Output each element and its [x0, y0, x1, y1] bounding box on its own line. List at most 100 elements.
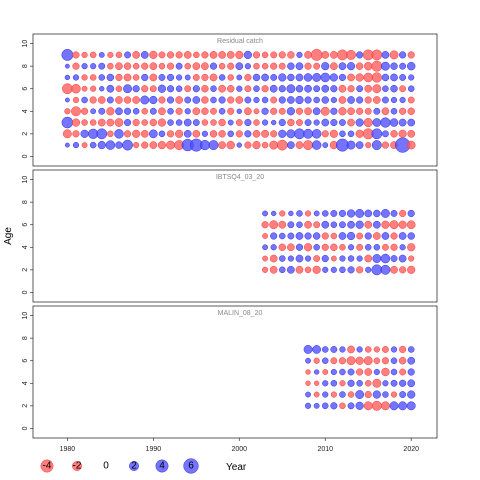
bubble-positive [89, 141, 97, 149]
bubble-positive [210, 85, 217, 92]
bubble-positive [123, 118, 132, 127]
y-tick-label: 6 [22, 359, 29, 363]
y-tick-label: 4 [22, 109, 29, 113]
bubble-negative [304, 62, 312, 70]
bubble-positive [303, 345, 313, 354]
bubble-positive [321, 118, 330, 127]
bubble-negative [295, 141, 304, 149]
bubble-negative [390, 391, 398, 398]
bubble-negative [364, 368, 373, 376]
bubble-negative [244, 73, 252, 82]
legend-bubble [183, 458, 199, 474]
bubble-negative [330, 391, 337, 398]
bubble-negative [97, 96, 106, 104]
bubble-negative [355, 129, 364, 138]
bubble-negative [158, 96, 166, 104]
bubble-negative [313, 255, 321, 262]
bubble-positive [313, 96, 320, 104]
bubble-negative [115, 51, 123, 59]
bubble-positive [380, 253, 391, 264]
bubble-positive [175, 62, 183, 70]
bubble-positive [407, 390, 416, 399]
bubble-negative [269, 220, 279, 230]
bubble-positive [227, 130, 234, 138]
bubble-positive [330, 85, 338, 93]
bubble-positive [390, 96, 398, 104]
bubble-positive [390, 210, 398, 217]
bubble-negative [140, 129, 149, 138]
bubble-negative [226, 85, 235, 93]
bubble-positive [399, 62, 407, 70]
bubble-negative [218, 130, 226, 138]
bubble-negative [106, 118, 115, 127]
bubble-negative [371, 72, 382, 83]
bubble-negative [192, 107, 201, 116]
x-tick-label: 2010 [317, 446, 333, 453]
bubble-negative [338, 84, 347, 93]
bubble-positive [166, 85, 175, 93]
bubble-negative [320, 106, 330, 116]
bubble-negative [330, 357, 338, 365]
bubble-positive [192, 85, 200, 93]
bubble-negative [107, 51, 114, 58]
bubble-negative [407, 51, 415, 59]
bubble-negative [364, 220, 373, 229]
bubble-positive [304, 96, 312, 104]
bubble-positive [81, 96, 88, 104]
bubble-positive [407, 232, 415, 240]
bubble-negative [372, 378, 382, 388]
bubble-negative [106, 107, 115, 116]
bubble-positive [346, 209, 356, 218]
bubble-positive [407, 118, 416, 127]
bubble-positive [382, 85, 389, 92]
bubble-negative [270, 96, 278, 104]
bubble-negative [201, 107, 209, 115]
bubble-positive [287, 221, 295, 229]
bubble-negative [158, 107, 166, 116]
bubble-positive [347, 379, 355, 387]
bubble-positive [184, 96, 192, 104]
bubble-positive [262, 210, 268, 217]
bubble-positive [244, 63, 251, 70]
bubble-positive [106, 84, 115, 93]
bubble-positive [287, 255, 294, 262]
bubble-negative [218, 84, 226, 93]
bubble-positive [321, 346, 329, 353]
bubble-positive [356, 380, 363, 387]
x-tick-label: 2020 [403, 446, 419, 453]
bubble-positive [262, 244, 268, 251]
bubble-positive [347, 402, 355, 410]
bubble-negative [175, 96, 183, 104]
bubble-positive [347, 244, 355, 251]
bubble-negative [347, 118, 355, 127]
bubble-negative [89, 96, 97, 104]
bubble-negative [321, 130, 329, 138]
bubble-positive [269, 84, 278, 93]
bubble-negative [261, 85, 269, 93]
bubble-negative [389, 220, 399, 230]
bubble-positive [132, 108, 140, 115]
bubble-negative [157, 140, 167, 150]
bubble-positive [296, 221, 303, 228]
bubble-positive [192, 96, 201, 104]
bubble-negative [363, 72, 373, 83]
bubble-negative [72, 62, 80, 70]
bubble-negative [399, 85, 407, 93]
bubble-negative [209, 51, 218, 59]
bubble-positive [339, 221, 346, 229]
bubble-negative [252, 51, 261, 59]
bubble-positive [106, 73, 115, 82]
bubble-positive [236, 142, 242, 148]
bubble-positive [355, 390, 365, 399]
bubble-negative [381, 141, 390, 149]
bubble-negative [407, 129, 416, 138]
bubble-negative [356, 107, 364, 115]
bubble-negative [408, 255, 415, 262]
bubble-negative [339, 380, 346, 387]
bubble-negative [339, 402, 346, 410]
bubble-positive [286, 107, 295, 116]
bubble-positive [321, 210, 329, 217]
bubble-positive [390, 379, 398, 387]
bubble-positive [339, 346, 346, 353]
bubble-negative [114, 118, 124, 127]
